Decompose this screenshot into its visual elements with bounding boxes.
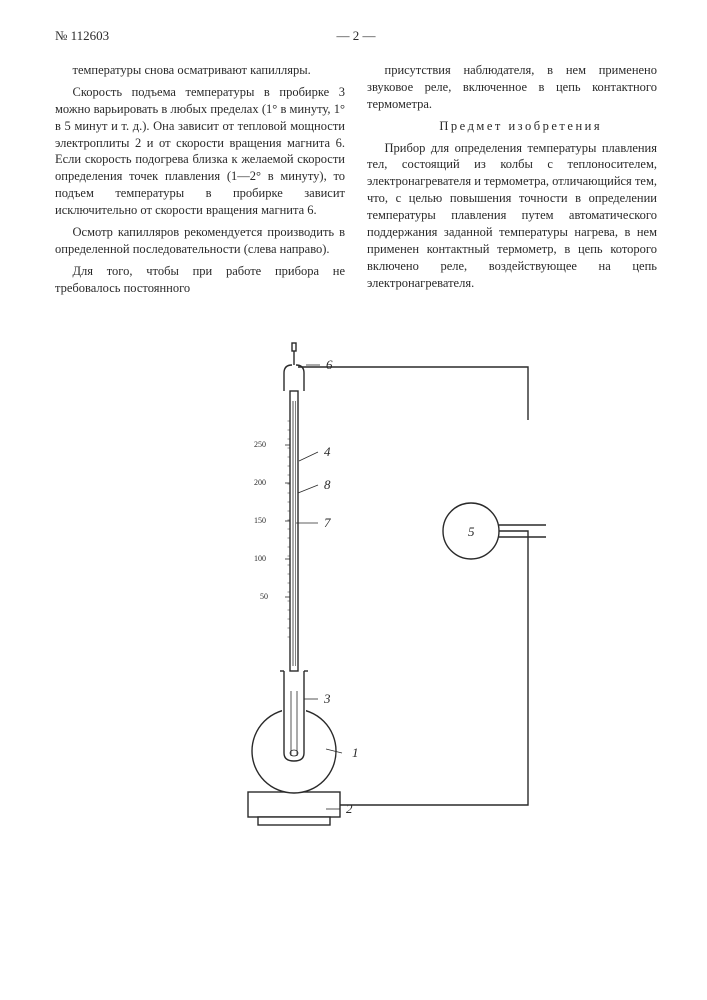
svg-text:3: 3 <box>323 691 331 706</box>
svg-text:200: 200 <box>254 478 266 487</box>
svg-text:100: 100 <box>254 554 266 563</box>
page-header: № 112603 — 2 — <box>55 28 657 44</box>
paragraph: Прибор для определения температуры плавл… <box>367 140 657 292</box>
svg-text:250: 250 <box>254 440 266 449</box>
page: № 112603 — 2 — температуры снова осматри… <box>0 0 707 861</box>
left-column: температуры снова осматривают капилляры.… <box>55 62 345 301</box>
svg-text:2: 2 <box>346 801 353 816</box>
svg-text:7: 7 <box>324 515 331 530</box>
svg-text:8: 8 <box>324 477 331 492</box>
svg-text:150: 150 <box>254 516 266 525</box>
paragraph: присутствия наблюдателя, в нем применено… <box>367 62 657 113</box>
paragraph: Скорость подъема температуры в пробирке … <box>55 84 345 219</box>
text-columns: температуры снова осматривают капилляры.… <box>55 62 657 301</box>
apparatus-diagram: 50 100 150 200 250 1 2 3 4 5 6 7 8 <box>146 321 566 841</box>
svg-text:5: 5 <box>468 524 475 539</box>
figure-container: 50 100 150 200 250 1 2 3 4 5 6 7 8 <box>55 321 657 841</box>
svg-text:4: 4 <box>324 444 331 459</box>
svg-text:1: 1 <box>352 745 359 760</box>
paragraph: температуры снова осматривают капилляры. <box>55 62 345 79</box>
svg-text:6: 6 <box>326 357 333 372</box>
paragraph: Для того, чтобы при работе прибора не тр… <box>55 263 345 297</box>
document-number: № 112603 <box>55 28 175 44</box>
page-number: — 2 — <box>175 28 537 44</box>
paragraph: Осмотр капилляров рекомендуется производ… <box>55 224 345 258</box>
subject-title: Предмет изобретения <box>367 118 657 135</box>
svg-text:50: 50 <box>260 592 268 601</box>
right-column: присутствия наблюдателя, в нем применено… <box>367 62 657 301</box>
